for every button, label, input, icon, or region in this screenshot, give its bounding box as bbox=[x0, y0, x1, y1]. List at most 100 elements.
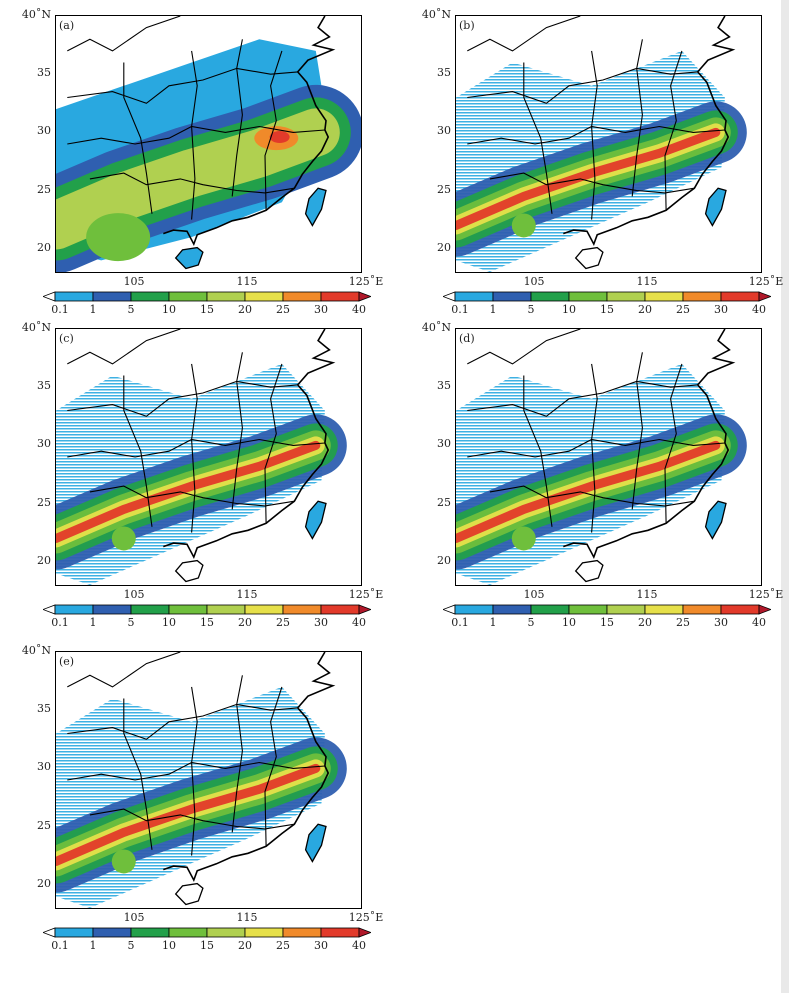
colorbar-segment bbox=[606, 604, 646, 615]
longitude-tick-label: 105 bbox=[523, 275, 545, 288]
colorbar-value-label: 30 bbox=[314, 939, 328, 952]
colorbar-segment bbox=[244, 604, 284, 615]
rainfall-band bbox=[456, 127, 721, 230]
colorbar-segment bbox=[492, 604, 532, 615]
coastline bbox=[163, 329, 336, 560]
colorbar-segment bbox=[92, 604, 132, 615]
colorbar-value-label: 20 bbox=[238, 939, 252, 952]
province-boundary bbox=[89, 808, 295, 830]
colorbar-value-label: 1 bbox=[89, 616, 97, 629]
colorbar-segment bbox=[43, 927, 56, 938]
latitude-tick-label: 40˚N bbox=[421, 8, 451, 21]
hainan-island bbox=[174, 882, 204, 906]
map-frame bbox=[55, 651, 362, 909]
longitude-tick-label: 105 bbox=[123, 588, 145, 601]
colorbar-value-label: 20 bbox=[238, 616, 252, 629]
longitude-tick-label: 125˚E bbox=[348, 911, 384, 924]
latitude-tick-label: 35 bbox=[37, 379, 51, 393]
colorbar-value-label: 10 bbox=[162, 939, 176, 952]
colorbar-segment bbox=[206, 604, 246, 615]
map-frame bbox=[455, 15, 762, 273]
taiwan-island bbox=[304, 823, 327, 863]
latitude-tick-label: 20 bbox=[37, 876, 51, 890]
rainfall-area-southwest bbox=[511, 526, 536, 551]
province-boundary bbox=[467, 329, 581, 365]
latitude-tick-label: 25 bbox=[37, 818, 51, 832]
rainfall-band bbox=[56, 440, 321, 543]
coastline bbox=[563, 329, 736, 560]
colorbar-value-label: 5 bbox=[127, 939, 135, 952]
colorbar-value-label: 10 bbox=[562, 303, 576, 316]
taiwan-island bbox=[304, 500, 327, 540]
province-boundary bbox=[631, 39, 643, 197]
colorbar-value-label: 30 bbox=[714, 303, 728, 316]
latitude-tick-label: 40˚N bbox=[421, 321, 451, 334]
latitude-tick-label: 20 bbox=[37, 240, 51, 254]
province-boundary bbox=[67, 67, 298, 104]
taiwan-island bbox=[304, 187, 327, 227]
page-edge-strip bbox=[781, 0, 789, 993]
colorbar-segment bbox=[54, 604, 94, 615]
colorbar-value-label: 0.1 bbox=[51, 616, 69, 629]
latitude-tick-label: 25 bbox=[37, 495, 51, 509]
province-boundary bbox=[264, 686, 283, 847]
latitude-tick-label: 35 bbox=[37, 702, 51, 716]
province-boundary bbox=[231, 39, 243, 197]
coastline bbox=[163, 652, 336, 883]
map-frame bbox=[55, 328, 362, 586]
panel-label: (c) bbox=[59, 332, 74, 345]
colorbar-segment bbox=[568, 604, 608, 615]
precipitation-map bbox=[456, 329, 747, 585]
colorbar-segment bbox=[130, 604, 170, 615]
colorbar-value-label: 10 bbox=[162, 616, 176, 629]
province-boundary bbox=[231, 675, 243, 833]
longitude-tick-label: 125˚E bbox=[348, 275, 384, 288]
longitude-tick-label: 125˚E bbox=[748, 588, 784, 601]
province-boundary bbox=[123, 375, 153, 527]
colorbar-segment bbox=[206, 291, 246, 302]
colorbar-segment bbox=[282, 927, 322, 938]
colorbar-segment bbox=[130, 291, 170, 302]
province-boundary bbox=[89, 485, 295, 507]
latitude-tick-label: 30 bbox=[37, 437, 51, 451]
map-frame bbox=[55, 15, 362, 273]
province-boundary bbox=[467, 67, 698, 104]
latitude-tick-label: 40˚N bbox=[21, 8, 51, 21]
colorbar-segment bbox=[720, 604, 760, 615]
colorbar-value-label: 40 bbox=[352, 303, 366, 316]
province-boundary bbox=[67, 16, 181, 52]
colorbar-value-label: 25 bbox=[676, 616, 690, 629]
colorbar-segment bbox=[568, 291, 608, 302]
map-frame bbox=[455, 328, 762, 586]
colorbar-value-label: 25 bbox=[276, 939, 290, 952]
rainfall-area-southwest bbox=[111, 849, 136, 874]
colorbar-segment bbox=[606, 291, 646, 302]
colorbar-segment bbox=[758, 604, 771, 615]
colorbar-segment bbox=[720, 291, 760, 302]
rainfall-area-southwest bbox=[111, 526, 136, 551]
colorbar-segment bbox=[644, 604, 684, 615]
colorbar-value-label: 25 bbox=[276, 616, 290, 629]
colorbar-segment bbox=[206, 927, 246, 938]
latitude-tick-label: 35 bbox=[437, 66, 451, 80]
province-boundary bbox=[191, 686, 198, 856]
colorbar-segment bbox=[530, 604, 570, 615]
taiwan-island bbox=[704, 187, 727, 227]
province-boundary bbox=[89, 172, 295, 194]
colorbar-segment bbox=[682, 291, 722, 302]
colorbar-value-label: 1 bbox=[489, 616, 497, 629]
colorbar-value-label: 1 bbox=[489, 303, 497, 316]
latitude-tick-label: 25 bbox=[37, 182, 51, 196]
province-boundary bbox=[467, 380, 698, 417]
colorbar-value-label: 40 bbox=[352, 616, 366, 629]
precipitation-map bbox=[56, 16, 361, 272]
colorbar-value-label: 40 bbox=[752, 616, 766, 629]
latitude-tick-label: 30 bbox=[37, 760, 51, 774]
colorbar-segment bbox=[320, 604, 360, 615]
colorbar-segment bbox=[454, 291, 494, 302]
colorbar-segment bbox=[54, 927, 94, 938]
colorbar bbox=[43, 291, 371, 302]
colorbar-segment bbox=[358, 604, 371, 615]
colorbar-segment bbox=[492, 291, 532, 302]
colorbar-segment bbox=[358, 291, 371, 302]
